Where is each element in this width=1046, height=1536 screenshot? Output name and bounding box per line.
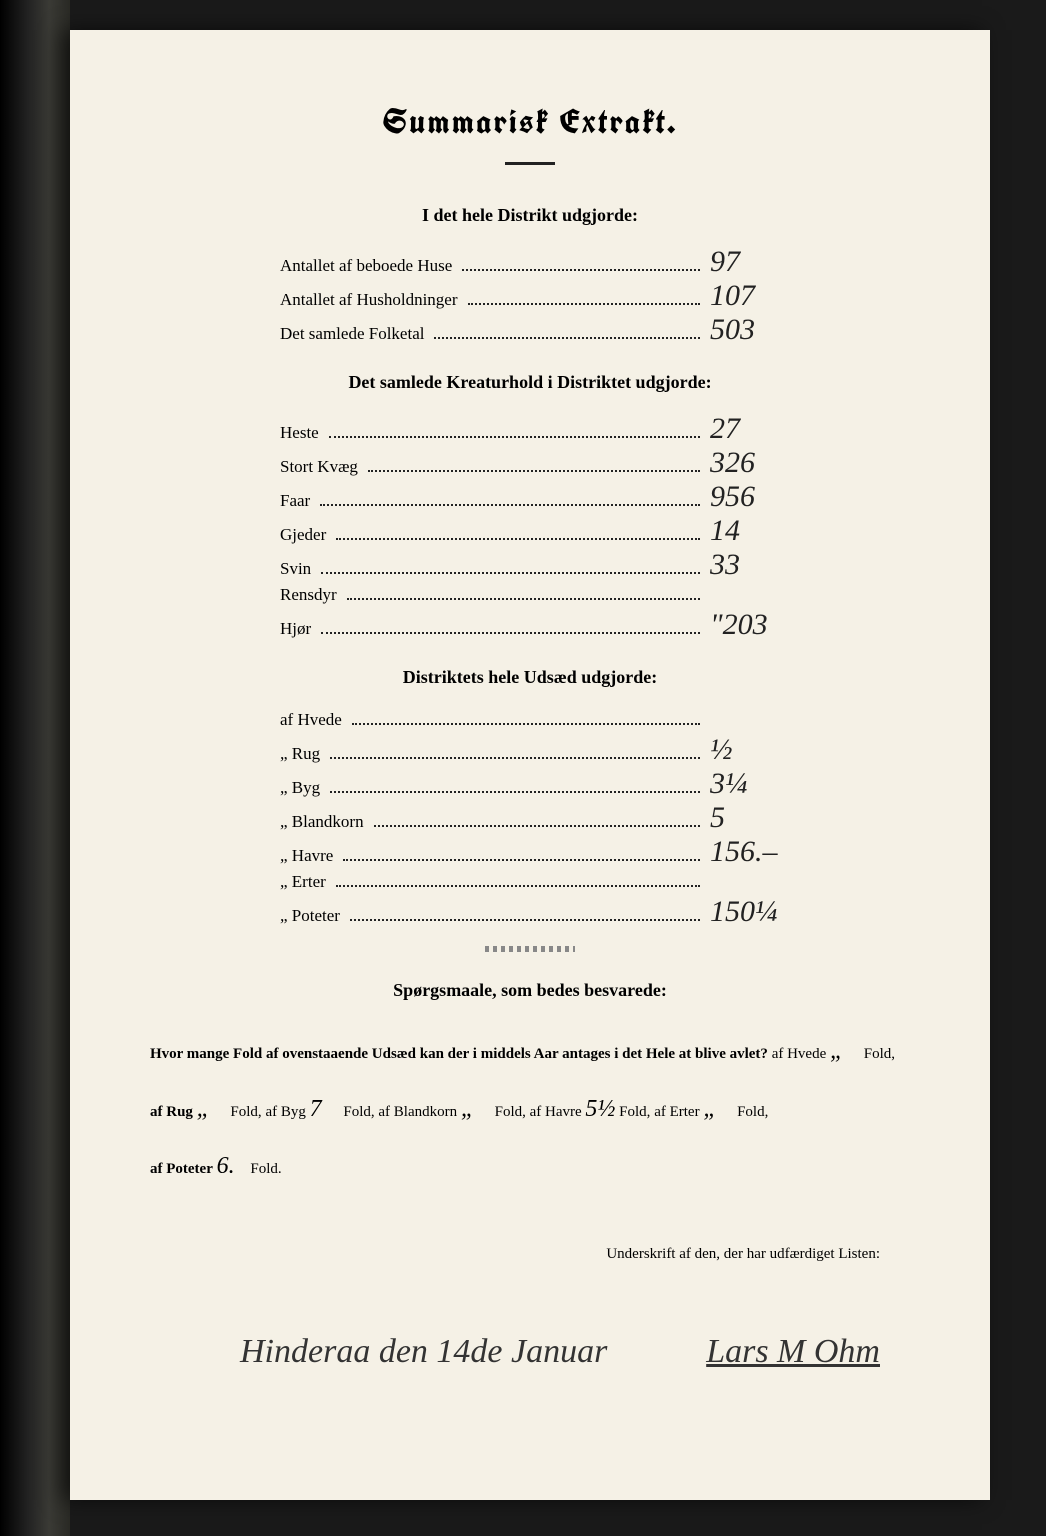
row-label: „ Byg xyxy=(280,778,320,798)
row-label: „ Poteter xyxy=(280,906,340,926)
district-rows: Antallet af beboede Huse 97 Antallet af … xyxy=(120,248,940,344)
leader-dots xyxy=(321,571,700,574)
leader-dots xyxy=(330,790,700,793)
page: Summarisk Extrakt. I det hele Distrikt u… xyxy=(0,0,1046,1536)
leader-dots xyxy=(347,597,700,600)
leader-dots xyxy=(350,918,700,921)
stat-row: Det samlede Folketal 503 xyxy=(120,316,940,344)
leader-dots xyxy=(352,722,700,725)
leader-dots xyxy=(343,858,700,861)
row-label: Antallet af beboede Huse xyxy=(280,256,452,276)
q-item: af Havre 5½ Fold, xyxy=(530,1104,651,1120)
paper-sheet: Summarisk Extrakt. I det hele Distrikt u… xyxy=(70,30,990,1500)
row-value: ½ xyxy=(710,736,820,763)
row-label: Rensdyr xyxy=(280,585,337,605)
leader-dots xyxy=(462,268,700,271)
row-value: 3¼ xyxy=(710,770,820,797)
stat-row: Antallet af beboede Huse 97 xyxy=(120,248,940,276)
row-label: Hjør xyxy=(280,619,311,639)
q-item: af Hvede „ Fold, xyxy=(772,1046,895,1062)
livestock-rows: Heste 27 Stort Kvæg 326 Faar 956 Gjeder 14 S… xyxy=(120,415,940,639)
leader-dots xyxy=(468,302,700,305)
row-label: Antallet af Husholdninger xyxy=(280,290,458,310)
stat-row: Heste 27 xyxy=(120,415,940,443)
q-item: af Poteter 6. Fold. xyxy=(150,1161,282,1177)
row-label: Faar xyxy=(280,491,310,511)
title-rule xyxy=(505,162,555,165)
stat-row: „ Byg 3¼ xyxy=(120,770,940,798)
seed-rows: af Hvede „ Rug ½ „ Byg 3¼ „ Blandkorn 5 „ H… xyxy=(120,710,940,926)
row-label: „ Havre xyxy=(280,846,333,866)
leader-dots xyxy=(329,435,700,438)
q-item: af Byg 7 Fold, xyxy=(265,1104,374,1120)
row-label: Heste xyxy=(280,423,319,443)
q-item: af Rug „ Fold, xyxy=(150,1104,262,1120)
stat-row: Faar 956 xyxy=(120,483,940,511)
leader-dots xyxy=(374,824,700,827)
row-label: Stort Kvæg xyxy=(280,457,358,477)
q-item: af Erter „ Fold, xyxy=(654,1104,768,1120)
leader-dots xyxy=(336,537,700,540)
section-heading-questions: Spørgsmaale, som bedes besvarede: xyxy=(120,980,940,1001)
row-label: „ Rug xyxy=(280,744,320,764)
stat-row: af Hvede xyxy=(120,710,940,730)
divider-wavy xyxy=(485,946,575,952)
book-binding xyxy=(0,0,70,1536)
stat-row: Rensdyr xyxy=(120,585,940,605)
stat-row: „ Rug ½ xyxy=(120,736,940,764)
leader-dots xyxy=(330,756,700,759)
section-heading-district: I det hele Distrikt udgjorde: xyxy=(120,205,940,226)
signature-name: Lars M Ohm xyxy=(706,1333,880,1371)
stat-row: Gjeder 14 xyxy=(120,517,940,545)
section-heading-seed: Distriktets hele Udsæd udgjorde: xyxy=(120,667,940,688)
place-date: Hinderaa den 14de Januar xyxy=(240,1333,607,1371)
q-item: af Blandkorn „ Fold, xyxy=(378,1104,526,1120)
row-value: 107 xyxy=(710,282,820,309)
stat-row: Antallet af Husholdninger 107 xyxy=(120,282,940,310)
row-value: 156.– xyxy=(710,838,820,865)
row-label: Gjeder xyxy=(280,525,326,545)
signature-area: Hinderaa den 14de Januar Lars M Ohm xyxy=(120,1333,940,1371)
row-label: af Hvede xyxy=(280,710,342,730)
row-label: Svin xyxy=(280,559,311,579)
row-value: 326 xyxy=(710,449,820,476)
row-value: 150¼ xyxy=(710,898,820,925)
row-value: 5 xyxy=(710,804,820,831)
row-value: 503 xyxy=(710,316,820,343)
leader-dots xyxy=(336,884,700,887)
page-title: Summarisk Extrakt. xyxy=(120,100,940,144)
row-value: "203 xyxy=(710,611,820,638)
row-value: 97 xyxy=(710,248,820,275)
stat-row: „ Poteter 150¼ xyxy=(120,898,940,926)
row-label: „ Blandkorn xyxy=(280,812,364,832)
row-value: 14 xyxy=(710,517,820,544)
row-value: 27 xyxy=(710,415,820,442)
leader-dots xyxy=(434,336,700,339)
stat-row: „ Havre 156.– xyxy=(120,838,940,866)
questions-paragraph: Hvor mange Fold af ovenstaaende Udsæd ka… xyxy=(150,1023,910,1196)
row-value: 956 xyxy=(710,483,820,510)
stat-row: „ Blandkorn 5 xyxy=(120,804,940,832)
stat-row: Hjør "203 xyxy=(120,611,940,639)
section-heading-livestock: Det samlede Kreaturhold i Distriktet udg… xyxy=(120,372,940,393)
leader-dots xyxy=(321,631,700,634)
leader-dots xyxy=(320,503,700,506)
signature-label: Underskrift af den, der har udfærdiget L… xyxy=(120,1246,880,1263)
question-lead: Hvor mange Fold af ovenstaaende Udsæd ka… xyxy=(150,1046,768,1062)
stat-row: Svin 33 xyxy=(120,551,940,579)
leader-dots xyxy=(368,469,700,472)
row-label: „ Erter xyxy=(280,872,326,892)
stat-row: Stort Kvæg 326 xyxy=(120,449,940,477)
row-value: 33 xyxy=(710,551,820,578)
row-label: Det samlede Folketal xyxy=(280,324,424,344)
stat-row: „ Erter xyxy=(120,872,940,892)
